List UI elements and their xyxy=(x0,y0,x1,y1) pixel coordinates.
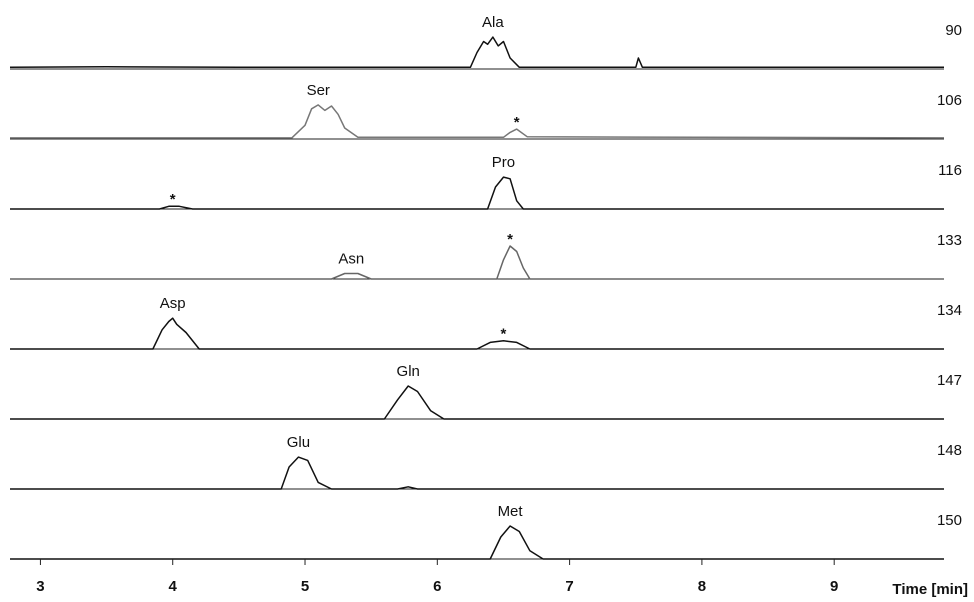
peak-label: Met xyxy=(498,503,524,520)
trace xyxy=(10,176,944,210)
peak-marker: * xyxy=(501,326,507,343)
trace xyxy=(10,456,944,490)
peak-label: Glu xyxy=(287,434,310,451)
peak-marker: * xyxy=(170,191,176,208)
x-tick-label: 8 xyxy=(698,578,706,595)
series-label: 150 xyxy=(937,512,962,529)
x-axis-label: Time [min] xyxy=(892,581,968,598)
peak-marker: * xyxy=(507,231,513,248)
peak-label: Ala xyxy=(482,14,504,31)
x-tick-label: 9 xyxy=(830,578,838,595)
series-label: 148 xyxy=(937,442,962,459)
trace xyxy=(10,245,944,280)
peak-label: Asp xyxy=(160,295,186,312)
x-tick-label: 3 xyxy=(36,578,44,595)
peak-label: Pro xyxy=(492,154,515,171)
peak-label: Gln xyxy=(397,363,420,380)
series-label: 90 xyxy=(945,22,962,39)
peak-label: Asn xyxy=(338,250,364,267)
peak-marker: * xyxy=(514,114,520,131)
x-tick-label: 7 xyxy=(565,578,573,595)
series-label: 147 xyxy=(937,372,962,389)
trace xyxy=(10,525,944,560)
trace xyxy=(10,385,944,420)
x-tick-label: 5 xyxy=(301,578,309,595)
x-tick-label: 4 xyxy=(169,578,178,595)
series-label: 116 xyxy=(938,162,962,179)
trace xyxy=(10,104,945,139)
peak-label: Ser xyxy=(307,82,330,99)
trace xyxy=(9,36,944,69)
series-label: 106 xyxy=(937,92,962,109)
series-label: 133 xyxy=(937,232,962,249)
x-tick-label: 6 xyxy=(433,578,441,595)
trace xyxy=(10,317,944,350)
series-label: 134 xyxy=(937,302,962,319)
